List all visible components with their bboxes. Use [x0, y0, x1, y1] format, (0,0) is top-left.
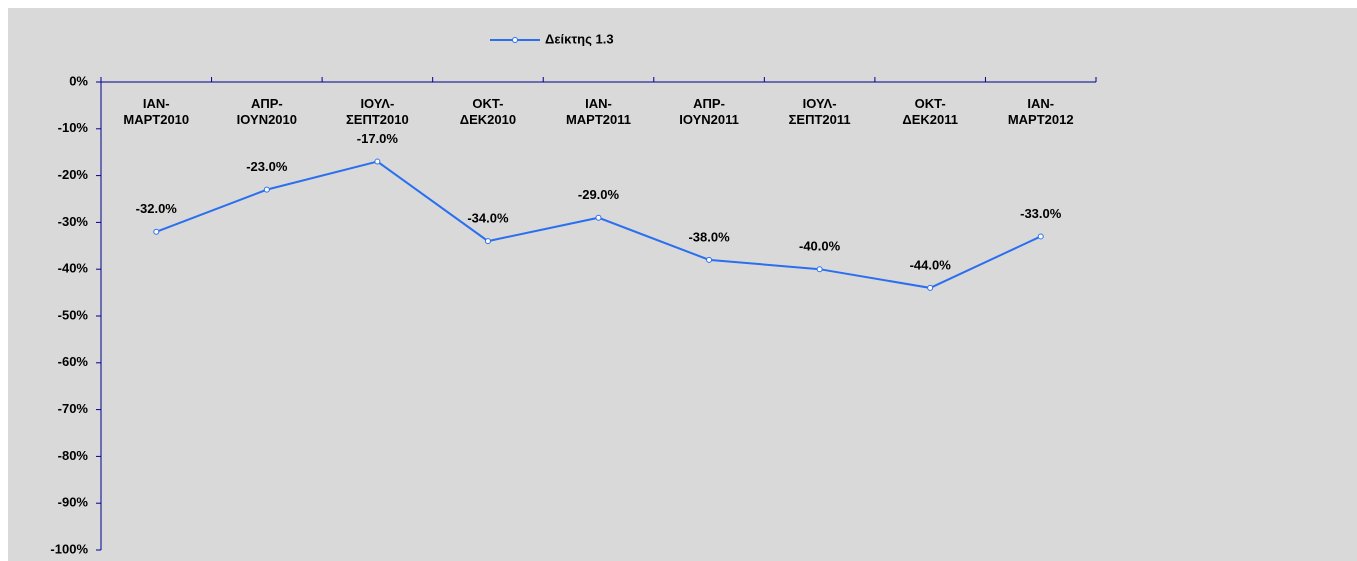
- y-tick-label: -10%: [58, 120, 89, 135]
- point: [927, 284, 934, 291]
- point: [374, 158, 381, 165]
- y-tick-label: -80%: [58, 448, 89, 463]
- y-tick-label: -20%: [58, 167, 89, 182]
- data-label: -17.0%: [357, 131, 399, 146]
- chart-background: [8, 8, 1357, 561]
- x-tick-label: ΟΚΤ-ΔΕΚ2011: [902, 96, 958, 127]
- point: [706, 256, 713, 263]
- point: [595, 214, 602, 221]
- point: [153, 228, 160, 235]
- data-label: -40.0%: [799, 239, 841, 254]
- point: [484, 238, 491, 245]
- point: [1037, 233, 1044, 240]
- point: [816, 266, 823, 273]
- x-tick-label: ΑΠΡ-ΙΟΥΝ2010: [236, 96, 297, 127]
- data-label: -23.0%: [246, 159, 288, 174]
- y-tick-label: -40%: [58, 261, 89, 276]
- y-tick-label: -70%: [58, 401, 89, 416]
- data-label: -34.0%: [467, 211, 509, 226]
- x-tick-label: ΙΑΝ-ΜΑΡΤ2011: [565, 96, 632, 127]
- x-tick-label: ΙΑΝ-ΜΑΡΤ2010: [123, 96, 190, 127]
- y-tick-label: -60%: [58, 354, 89, 369]
- x-tick-label: ΑΠΡ-ΙΟΥΝ2011: [679, 96, 739, 127]
- x-tick-label: ΟΚΤ-ΔΕΚ2010: [459, 96, 517, 127]
- x-tick-label: ΙΟΥΛ-ΣΕΠΤ2010: [346, 96, 409, 127]
- data-label: -44.0%: [910, 257, 952, 272]
- x-tick-label: ΙΟΥΛ-ΣΕΠΤ2011: [788, 96, 851, 127]
- data-label: -33.0%: [1020, 206, 1062, 221]
- y-tick-label: -30%: [58, 214, 89, 229]
- x-tick-label: ΙΑΝ-ΜΑΡΤ2012: [1007, 96, 1074, 127]
- y-tick-label: -90%: [58, 495, 89, 510]
- point: [263, 186, 270, 193]
- data-label: -29.0%: [578, 187, 620, 202]
- y-tick-label: -100%: [50, 541, 88, 556]
- data-label: -32.0%: [136, 201, 178, 216]
- y-tick-label: 0%: [69, 73, 88, 88]
- legend-marker: [512, 37, 518, 43]
- data-label: -38.0%: [688, 229, 730, 244]
- legend-label: Δείκτης 1.3: [545, 31, 614, 46]
- y-tick-label: -50%: [58, 307, 89, 322]
